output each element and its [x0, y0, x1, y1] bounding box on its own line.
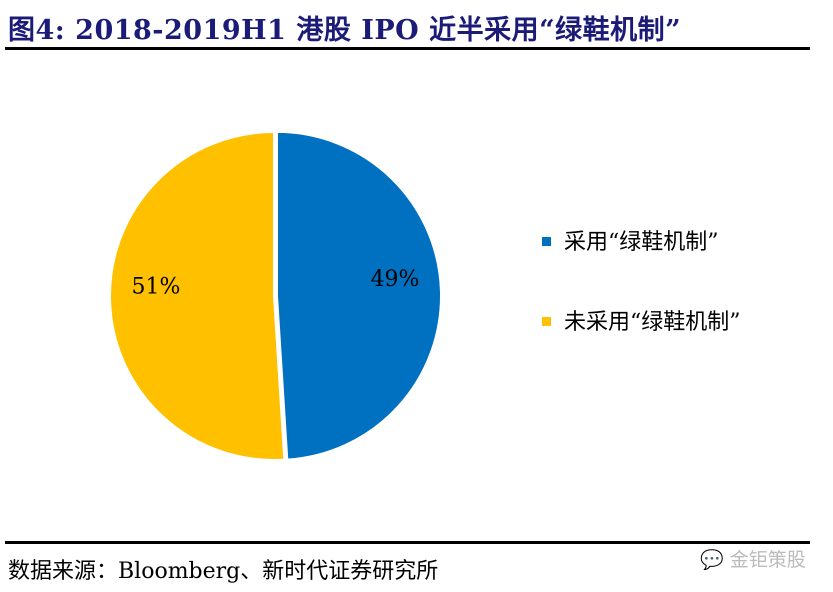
legend-item-adopted: 采用“绿鞋机制”: [542, 225, 782, 261]
pie-slice-1: [275, 130, 442, 461]
watermark-text: 金钜策股: [729, 549, 806, 571]
watermark: 💬 金钜策股: [700, 549, 806, 571]
pie-slice-2: [109, 130, 286, 461]
legend-marker-adopted: [542, 237, 551, 246]
legend-label-not-adopted: 未采用“绿鞋机制”: [564, 310, 741, 335]
legend-item-not-adopted: 未采用“绿鞋机制”: [542, 305, 782, 341]
legend-label-adopted: 采用“绿鞋机制”: [564, 230, 719, 255]
source-note: 数据来源：Bloomberg、新时代证券研究所: [8, 559, 439, 584]
data-label-2: 51%: [132, 275, 181, 300]
legend-marker-not-adopted: [542, 317, 551, 326]
chart-title: 图4: 2018-2019H1 港股 IPO 近半采用“绿鞋机制”: [8, 15, 682, 46]
data-label-1: 49%: [371, 267, 420, 292]
title-divider: [5, 47, 810, 50]
source-divider: [5, 541, 810, 544]
